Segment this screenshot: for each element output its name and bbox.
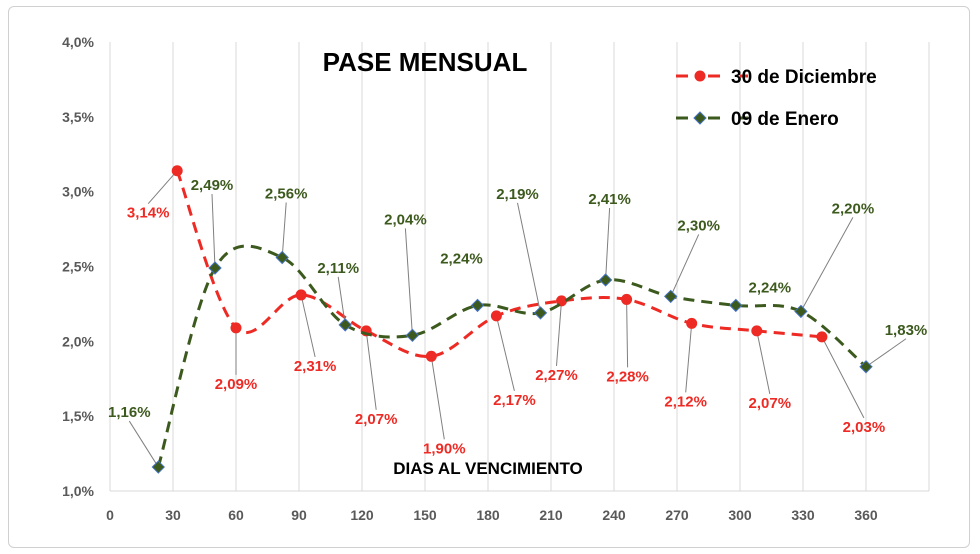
data-label: 2,30% — [677, 217, 720, 234]
data-label: 2,03% — [843, 419, 886, 436]
legend-entry: 30 de Diciembre — [731, 67, 877, 88]
y-tick-label: 2,0% — [62, 333, 94, 349]
data-point — [425, 350, 437, 362]
data-label: 1,83% — [885, 322, 928, 339]
data-label: 2,17% — [493, 392, 536, 409]
leader-line — [821, 336, 865, 419]
leader-line — [365, 330, 377, 410]
x-tick-label: 60 — [228, 507, 244, 523]
data-point — [405, 328, 420, 343]
leader-line — [685, 323, 693, 393]
leader-line — [128, 420, 159, 468]
data-point — [663, 289, 678, 304]
x-axis-title: DIAS AL VENCIMIENTO — [393, 459, 583, 478]
data-point — [295, 289, 307, 301]
data-label: 2,41% — [588, 191, 631, 208]
data-point — [230, 322, 242, 334]
data-label: 1,16% — [108, 404, 151, 421]
leader-line — [404, 228, 413, 336]
data-label: 2,07% — [355, 411, 398, 428]
legend-entry: 09 de Enero — [731, 109, 839, 130]
legend-marker-diamond-icon — [693, 111, 707, 125]
chart-title: PASE MENSUAL — [323, 47, 528, 77]
leader-line — [495, 315, 515, 392]
data-label: 2,09% — [215, 376, 258, 393]
data-point — [859, 360, 873, 374]
y-tick-label: 4,0% — [62, 34, 94, 50]
x-tick-label: 300 — [728, 507, 752, 523]
data-point — [598, 273, 613, 287]
data-label: 2,19% — [496, 186, 539, 203]
leader-line — [147, 170, 178, 205]
data-point — [533, 306, 548, 320]
data-point — [470, 298, 485, 313]
leader-line — [211, 193, 216, 269]
data-label: 2,12% — [664, 393, 707, 410]
x-tick-label: 270 — [665, 507, 689, 523]
leader-line — [865, 338, 907, 368]
y-tick-label: 1,5% — [62, 408, 94, 424]
y-tick-label: 2,5% — [62, 259, 94, 275]
data-point — [275, 250, 289, 265]
leader-line — [517, 202, 541, 313]
data-label: 1,90% — [423, 440, 466, 457]
data-point — [751, 325, 763, 337]
legend-marker-circle-icon — [694, 70, 706, 82]
chart-frame — [8, 6, 970, 548]
data-point — [208, 261, 222, 275]
x-tick-label: 0 — [106, 507, 114, 523]
data-label: 2,56% — [265, 186, 308, 203]
data-label: 2,28% — [606, 368, 649, 385]
y-tick-label: 1,0% — [62, 483, 94, 499]
x-tick-label: 150 — [413, 507, 437, 523]
data-point — [794, 304, 808, 319]
data-label: 2,24% — [749, 279, 792, 296]
x-tick-label: 360 — [854, 507, 878, 523]
leader-line — [670, 234, 700, 297]
data-point — [816, 331, 828, 343]
data-point — [490, 310, 502, 322]
leader-line — [281, 202, 287, 258]
y-tick-label: 3,5% — [62, 109, 94, 125]
leader-line — [800, 217, 854, 312]
data-label: 2,31% — [294, 358, 337, 375]
data-label: 2,11% — [317, 260, 359, 277]
leader-line — [556, 300, 562, 366]
series-line-30-diciembre — [175, 170, 823, 358]
y-tick-label: 3,0% — [62, 184, 94, 200]
leader-line — [756, 330, 771, 394]
leader-line — [626, 299, 629, 368]
data-point — [151, 460, 166, 474]
x-tick-label: 210 — [539, 507, 563, 523]
data-label: 2,04% — [384, 211, 427, 228]
data-label: 2,20% — [832, 200, 875, 217]
data-point — [621, 293, 633, 305]
data-label: 3,14% — [127, 205, 170, 222]
data-label: 2,24% — [440, 250, 483, 267]
data-point — [338, 318, 352, 332]
leader-line — [430, 356, 445, 440]
data-point — [729, 298, 743, 313]
x-tick-label: 30 — [165, 507, 181, 523]
data-label: 2,27% — [535, 367, 578, 384]
leader-line — [300, 294, 316, 358]
data-label: 2,49% — [191, 177, 234, 194]
data-label: 2,07% — [749, 395, 792, 412]
x-tick-label: 120 — [350, 507, 374, 523]
data-point — [171, 165, 183, 177]
x-tick-label: 90 — [291, 507, 307, 523]
data-point — [686, 317, 698, 329]
x-tick-label: 240 — [602, 507, 626, 523]
x-tick-label: 180 — [476, 507, 500, 523]
leader-line — [605, 207, 611, 280]
leader-line — [337, 276, 346, 325]
x-tick-label: 330 — [791, 507, 815, 523]
